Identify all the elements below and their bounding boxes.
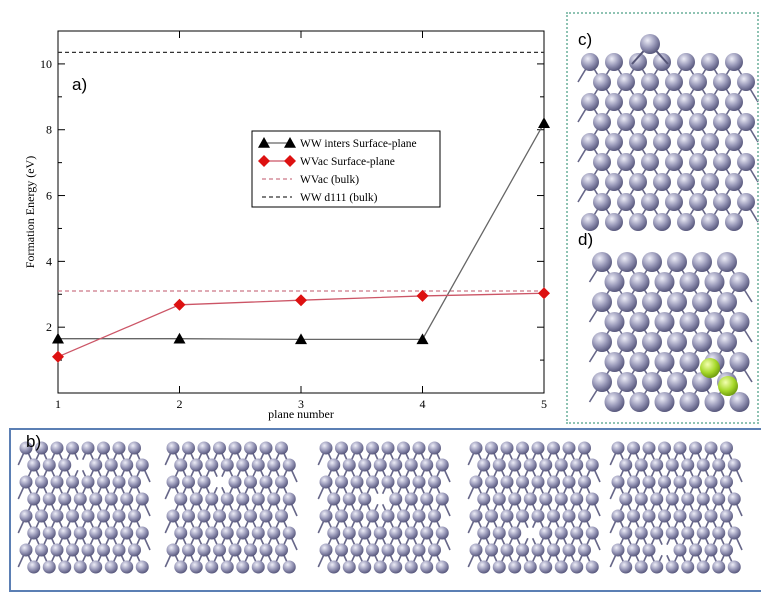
- slab-b-5: [609, 441, 743, 574]
- data-point-0-4: [538, 117, 550, 128]
- slab-b-2: [164, 441, 298, 574]
- panel-label-a: a): [72, 75, 87, 94]
- legend-label-2: WVac (bulk): [300, 174, 359, 186]
- y-axis-label: Formation Energy (eV): [23, 156, 37, 268]
- panel-label-d: d): [578, 230, 594, 249]
- y-tick-label: 4: [46, 254, 52, 268]
- structure-panel-b: [17, 441, 743, 574]
- data-point-0-3: [416, 333, 429, 345]
- slab-b-3: [317, 441, 451, 574]
- x-axis-ticks: 1 2 3 4 5: [55, 31, 547, 411]
- data-point-1-0: [52, 350, 64, 363]
- slab-b-4: [467, 441, 601, 574]
- y-tick-label: 6: [46, 189, 52, 203]
- legend-marker-0: [258, 137, 270, 148]
- dumbbell-atom-1: [700, 358, 720, 378]
- y-tick-label: 10: [40, 57, 52, 71]
- x-tick-label: 2: [177, 397, 183, 411]
- data-point-1-1: [173, 298, 186, 311]
- series-layer: [52, 51, 550, 363]
- panel-label-c: c): [578, 30, 593, 49]
- panel-b-frame: [9, 428, 761, 592]
- legend-marker-1: [258, 155, 270, 167]
- panel-label-b: b): [26, 432, 42, 451]
- data-point-1-3: [416, 289, 429, 302]
- structure-panel-c: [577, 34, 759, 231]
- slab-c: [577, 53, 759, 231]
- legend-marker-0-b: [284, 137, 296, 148]
- x-tick-label: 5: [541, 397, 547, 411]
- legend-label-0: WW inters Surface-plane: [300, 138, 417, 150]
- data-point-0-2: [295, 333, 307, 345]
- data-point-1-2: [295, 294, 307, 307]
- x-axis-label: plane number: [268, 407, 334, 421]
- x-tick-label: 1: [55, 397, 61, 411]
- data-point-0-0: [52, 332, 64, 344]
- legend-label-3: WW d111 (bulk): [300, 192, 378, 204]
- y-tick-label: 2: [46, 320, 52, 334]
- y-axis-ticks: 2 4 6 8 10: [40, 57, 544, 361]
- legend-marker-1-b: [284, 155, 296, 167]
- legend-label-1: WVac Surface-plane: [300, 156, 395, 168]
- dumbbell-atom-2: [718, 376, 738, 396]
- legend: WW inters Surface-plane WVac Surface-plan…: [251, 130, 441, 208]
- legend-box: [251, 130, 441, 208]
- data-point-0-1: [173, 332, 186, 344]
- panel-cd-frame: [566, 12, 759, 424]
- slab-b-1: [17, 441, 151, 574]
- x-tick-label: 3: [298, 397, 304, 411]
- x-tick-label: 4: [420, 397, 426, 411]
- y-tick-label: 8: [46, 123, 52, 137]
- adatom: [640, 34, 660, 54]
- structure-panel-d: [588, 252, 753, 412]
- data-point-1-4: [538, 287, 550, 300]
